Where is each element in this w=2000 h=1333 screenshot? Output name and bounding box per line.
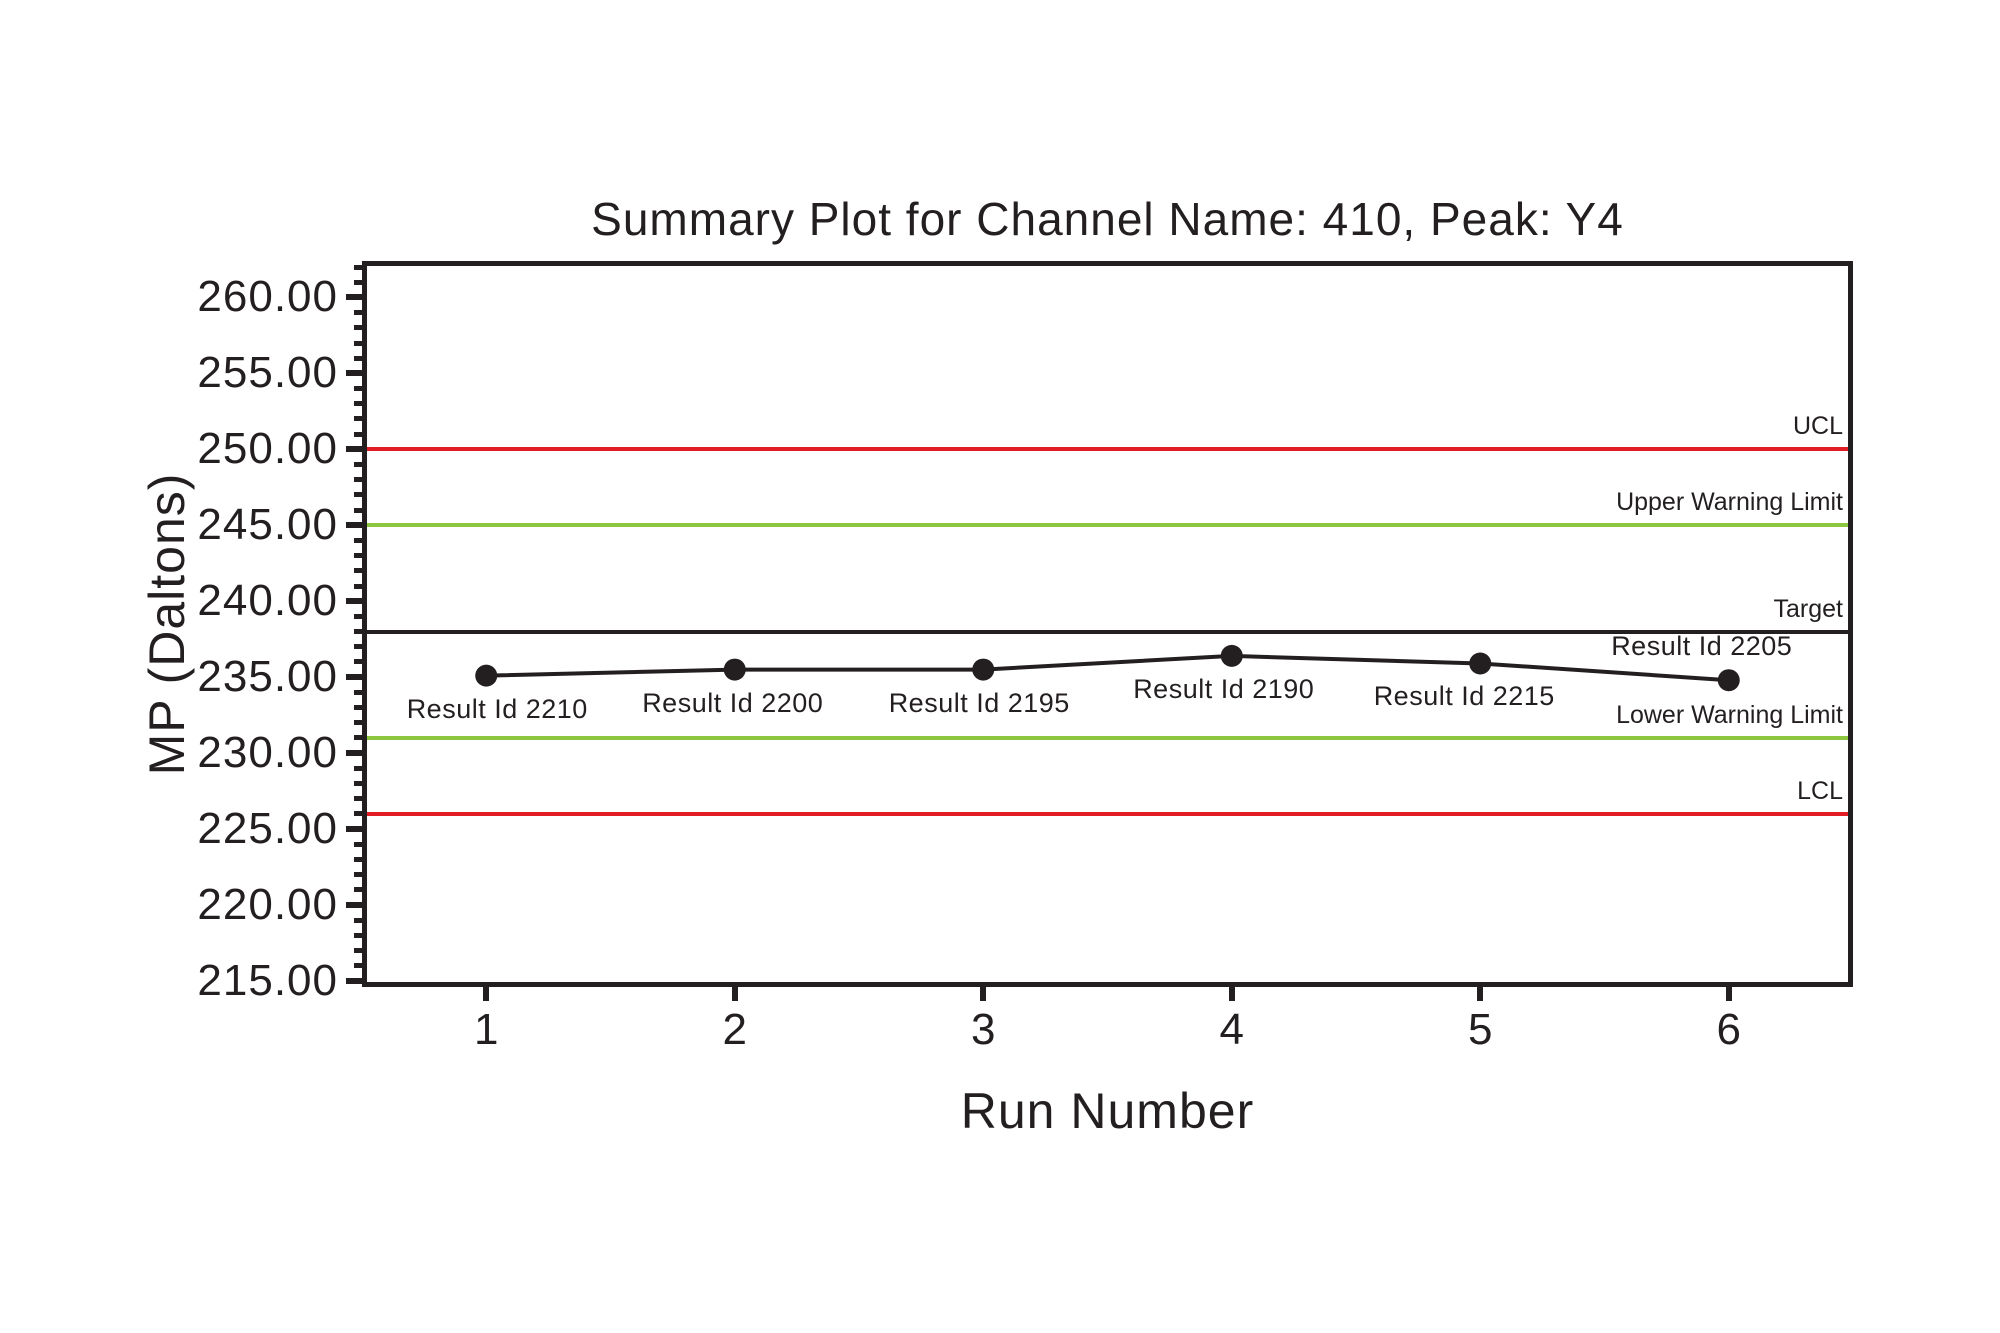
y-axis-minor-tick <box>354 431 362 437</box>
y-axis-minor-tick <box>354 553 362 559</box>
y-axis-minor-tick <box>354 355 362 361</box>
y-axis-minor-tick <box>354 492 362 498</box>
y-axis-minor-tick <box>354 507 362 513</box>
y-axis-minor-tick <box>354 310 362 316</box>
y-axis-minor-tick <box>354 856 362 862</box>
x-axis-tick-label: 4 <box>1219 1005 1244 1054</box>
y-axis-major-tick <box>346 750 362 757</box>
y-axis-tick-label: 255.00 <box>197 348 338 398</box>
y-axis-minor-tick <box>354 932 362 938</box>
x-axis-tick-label: 2 <box>722 1005 747 1054</box>
data-point-label: Result Id 2205 <box>1611 631 1793 662</box>
y-axis-minor-tick <box>354 537 362 543</box>
y-axis-major-tick <box>346 294 362 301</box>
y-axis-minor-tick <box>354 948 362 954</box>
y-axis-minor-tick <box>354 705 362 711</box>
y-axis-minor-tick <box>354 765 362 771</box>
y-axis-major-tick <box>346 977 362 984</box>
x-axis-title: Run Number <box>960 1083 1255 1139</box>
y-axis-minor-tick <box>354 477 362 483</box>
y-axis-major-tick <box>346 370 362 377</box>
chart-title: Summary Plot for Channel Name: 410, Peak… <box>591 193 1624 245</box>
y-axis-major-tick <box>346 826 362 833</box>
y-axis-tick-label: 220.00 <box>197 879 338 929</box>
y-axis-minor-tick <box>354 325 362 331</box>
y-axis-tick-label: 215.00 <box>197 955 338 1005</box>
limit-line-target <box>367 629 1848 634</box>
x-axis-tick <box>483 987 490 1001</box>
y-axis-title: MP (Daltons) <box>139 472 195 776</box>
y-axis-major-tick <box>346 598 362 605</box>
y-axis-minor-tick <box>354 796 362 802</box>
x-axis-tick <box>1477 987 1484 1001</box>
data-point-label: Result Id 2195 <box>888 687 1070 718</box>
x-axis-tick-label: 1 <box>474 1005 499 1054</box>
y-axis-tick-label: 245.00 <box>197 500 338 550</box>
x-axis-tick-label: 5 <box>1468 1005 1493 1054</box>
x-axis-tick <box>1725 987 1732 1001</box>
limit-label-ucl: UCL <box>1792 412 1843 441</box>
limit-line-lower-warning-limit <box>367 735 1848 740</box>
x-axis-tick <box>731 987 738 1001</box>
y-axis-tick-label: 250.00 <box>197 424 338 474</box>
y-axis-minor-tick <box>354 568 362 574</box>
y-axis-minor-tick <box>354 386 362 392</box>
plot-area <box>362 261 1853 987</box>
y-axis-tick-label: 235.00 <box>197 652 338 702</box>
y-axis-minor-tick <box>354 401 362 407</box>
limit-line-lcl <box>367 811 1848 816</box>
data-point-label: Result Id 2210 <box>406 693 588 724</box>
limit-line-upper-warning-limit <box>367 523 1848 528</box>
x-axis-tick <box>1228 987 1235 1001</box>
y-axis-minor-tick <box>354 735 362 741</box>
limit-line-ucl <box>367 447 1848 452</box>
y-axis-major-tick <box>346 674 362 681</box>
limit-label-lower-warning-limit: Lower Warning Limit <box>1616 700 1843 729</box>
y-axis-minor-tick <box>354 780 362 786</box>
y-axis-minor-tick <box>354 887 362 893</box>
y-axis-major-tick <box>346 901 362 908</box>
y-axis-tick-label: 230.00 <box>197 728 338 778</box>
y-axis-minor-tick <box>354 689 362 695</box>
y-axis-minor-tick <box>354 917 362 923</box>
y-axis-minor-tick <box>354 841 362 847</box>
y-axis-tick-label: 240.00 <box>197 576 338 626</box>
x-axis-tick <box>980 987 987 1001</box>
y-axis-major-tick <box>346 522 362 529</box>
data-point-label: Result Id 2215 <box>1373 681 1555 712</box>
y-axis-tick-label: 260.00 <box>197 272 338 322</box>
y-axis-minor-tick <box>354 613 362 619</box>
y-axis-tick-label: 225.00 <box>197 804 338 854</box>
y-axis-minor-tick <box>354 963 362 969</box>
limit-label-upper-warning-limit: Upper Warning Limit <box>1616 488 1843 517</box>
y-axis-minor-tick <box>354 462 362 468</box>
y-axis-major-tick <box>346 446 362 453</box>
y-axis-minor-tick <box>354 872 362 878</box>
data-point-label: Result Id 2200 <box>642 687 824 718</box>
y-axis-minor-tick <box>354 644 362 650</box>
y-axis-minor-tick <box>354 811 362 817</box>
limit-label-target: Target <box>1773 594 1843 623</box>
y-axis-minor-tick <box>354 279 362 285</box>
limit-label-lcl: LCL <box>1797 776 1843 805</box>
y-axis-minor-tick <box>354 340 362 346</box>
y-axis-minor-tick <box>354 629 362 635</box>
y-axis-minor-tick <box>354 264 362 270</box>
y-axis-minor-tick <box>354 416 362 422</box>
y-axis-minor-tick <box>354 720 362 726</box>
x-axis-tick-label: 3 <box>971 1005 996 1054</box>
y-axis-minor-tick <box>354 583 362 589</box>
x-axis-tick-label: 6 <box>1716 1005 1741 1054</box>
data-point-label: Result Id 2190 <box>1133 673 1315 704</box>
y-axis-minor-tick <box>354 659 362 665</box>
